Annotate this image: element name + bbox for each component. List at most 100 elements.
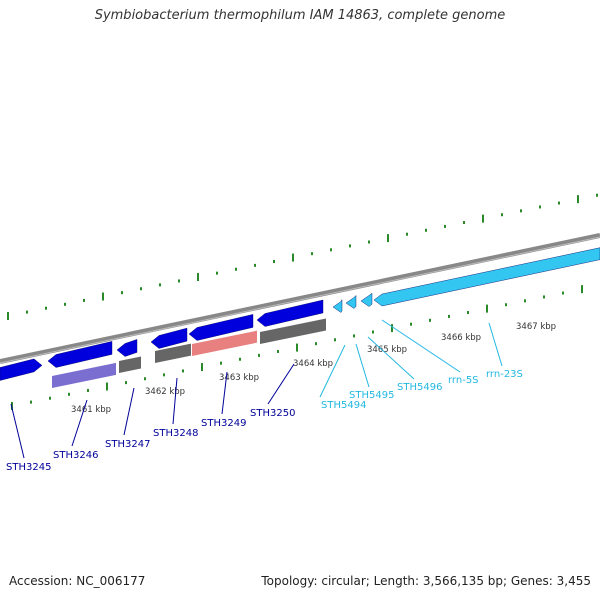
lower-scale-tick <box>106 382 108 391</box>
lower-scale-tick <box>334 338 336 342</box>
lower-scale-tick <box>448 314 450 318</box>
upper-scale-tick <box>368 240 370 244</box>
upper-scale-tick <box>425 228 427 232</box>
upper-scale-tick <box>273 259 275 263</box>
upper-scale-tick <box>254 263 256 267</box>
upper-scale-tick <box>520 209 522 213</box>
gene-arrow-sth5494 <box>332 299 343 313</box>
gene-arrow-sth3250 <box>256 299 324 327</box>
lower-scale-tick <box>87 388 89 392</box>
gene-arrow-rrn-23s <box>373 247 600 307</box>
lower-scale-tick <box>258 353 260 357</box>
scale-label: 3465 kbp <box>367 345 407 355</box>
lower-scale-tick <box>125 381 127 385</box>
gene-label: rrn-23S <box>486 369 523 380</box>
upper-scale-tick <box>444 224 446 228</box>
upper-scale-tick <box>482 214 484 223</box>
upper-scale-tick <box>577 195 579 204</box>
gene-label-leader <box>488 322 503 367</box>
lower-scale-tick <box>391 324 393 333</box>
upper-scale-tick <box>463 221 465 225</box>
lower-scale-tick <box>315 342 317 346</box>
lower-scale-tick <box>543 295 545 299</box>
upper-scale-tick <box>330 248 332 252</box>
gene-arrow-sth5496 <box>360 292 373 307</box>
upper-scale-tick <box>83 298 85 302</box>
gene-label-leader <box>367 336 415 380</box>
lower-scale-tick <box>239 357 241 361</box>
upper-scale-tick <box>235 267 237 271</box>
scale-label: 3466 kbp <box>441 333 481 343</box>
lower-scale-tick <box>372 330 374 334</box>
gene-arrow-sth3249 <box>188 314 254 341</box>
upper-scale-tick <box>140 287 142 291</box>
upper-scale-tick <box>558 201 560 205</box>
lower-scale-tick <box>524 299 526 303</box>
lower-scale-tick <box>486 304 488 313</box>
gene-arrow-sth3247 <box>116 339 138 357</box>
lower-scale-tick <box>220 361 222 365</box>
lower-scale-tick <box>562 291 564 295</box>
cog-bar-sth3246 <box>52 362 116 388</box>
gene-label-leader <box>319 344 346 398</box>
gene-label: STH3249 <box>201 418 246 429</box>
gene-label-leader <box>221 371 228 415</box>
cog-bar-sth3250 <box>260 318 326 344</box>
gene-label: STH3250 <box>250 408 295 419</box>
scale-label: 3464 kbp <box>293 359 333 369</box>
gene-arrow-sth5495 <box>345 294 357 309</box>
upper-scale-tick <box>292 253 294 262</box>
upper-scale-tick <box>539 205 541 209</box>
gene-label-leader <box>172 377 178 425</box>
genome-line <box>0 233 600 364</box>
lower-scale-tick <box>68 392 70 396</box>
upper-scale-tick <box>159 283 161 287</box>
gene-label: STH3245 <box>6 462 51 473</box>
upper-scale-tick <box>349 244 351 248</box>
upper-scale-tick <box>311 252 313 256</box>
gene-label: rrn-5S <box>448 375 479 386</box>
lower-scale-tick <box>429 318 431 322</box>
lower-scale-tick <box>353 334 355 338</box>
gene-label-leader <box>123 387 135 436</box>
scale-label: 3463 kbp <box>219 373 259 383</box>
lower-scale-tick <box>505 303 507 307</box>
lower-scale-tick <box>201 363 203 372</box>
gene-label: STH5496 <box>397 382 442 393</box>
upper-scale-tick <box>596 193 598 197</box>
lower-scale-tick <box>144 377 146 381</box>
lower-scale-tick <box>410 322 412 326</box>
gene-label-leader <box>10 403 25 459</box>
lower-scale-tick <box>467 311 469 315</box>
upper-scale-tick <box>64 302 66 306</box>
upper-scale-tick <box>501 213 503 217</box>
lower-scale-tick <box>581 285 583 294</box>
gene-label-leader <box>267 363 295 405</box>
accession-label: Accession: NC_006177 <box>9 574 146 588</box>
cog-bar-sth3248 <box>155 343 191 363</box>
scale-label: 3462 kbp <box>145 387 185 397</box>
cog-bar-sth3249 <box>192 330 257 356</box>
gene-label: STH5494 <box>321 400 366 411</box>
upper-scale-tick <box>387 234 389 243</box>
upper-scale-tick <box>7 312 9 320</box>
upper-scale-tick <box>26 310 28 314</box>
scale-label: 3467 kbp <box>516 322 556 332</box>
gene-label: STH3246 <box>53 450 98 461</box>
gene-arrow-sth3245 <box>0 358 43 381</box>
upper-scale-tick <box>45 306 47 310</box>
lower-scale-tick <box>163 373 165 377</box>
gene-label: STH5495 <box>349 390 394 401</box>
upper-scale-tick <box>197 273 199 282</box>
gene-label-leader <box>71 399 88 447</box>
upper-scale-tick <box>178 279 180 283</box>
gene-arrow-sth3248 <box>150 327 188 349</box>
gene-label: STH3247 <box>105 439 150 450</box>
lower-scale-tick <box>296 343 298 352</box>
scale-label: 3461 kbp <box>71 405 111 415</box>
lower-scale-tick <box>30 400 32 404</box>
upper-scale-tick <box>216 271 218 275</box>
lower-scale-tick <box>277 349 279 353</box>
gene-label: STH3248 <box>153 428 198 439</box>
